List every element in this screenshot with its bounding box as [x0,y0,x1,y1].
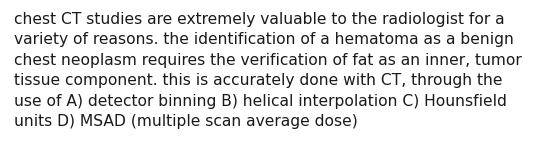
Text: chest CT studies are extremely valuable to the radiologist for a
variety of reas: chest CT studies are extremely valuable … [14,12,522,129]
